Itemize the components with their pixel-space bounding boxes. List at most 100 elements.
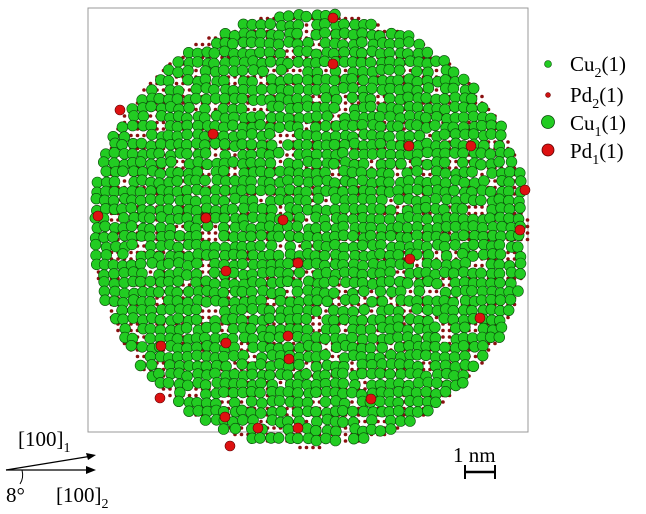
atom-pd2 [330, 172, 335, 177]
atom-pd2 [278, 159, 283, 164]
atom-cu1 [320, 221, 332, 233]
atom-cu1 [291, 220, 303, 233]
atom-cu1 [376, 358, 388, 370]
atom-cu1 [291, 285, 304, 298]
atom-cu1 [448, 351, 461, 363]
atom-cu1 [126, 119, 139, 132]
atom-pd2 [285, 133, 289, 138]
atom-pd2 [363, 380, 367, 385]
atom-cu1 [441, 193, 453, 206]
atom-cu1 [318, 250, 331, 262]
atom-cu1 [393, 64, 406, 77]
atom-cu1 [422, 304, 434, 316]
atom-cu1 [411, 165, 423, 177]
atom-pd2 [285, 153, 289, 157]
atom-pd2 [311, 315, 315, 320]
atom-pd2 [395, 270, 400, 274]
atom-pd2 [473, 328, 478, 333]
atom-pd2 [304, 29, 309, 34]
atom-pd2 [473, 205, 478, 209]
atom-cu1 [484, 148, 496, 160]
atom-cu1 [236, 64, 249, 77]
atom-cu1 [421, 213, 433, 225]
atom-cu1 [227, 156, 239, 168]
atom-pd2 [317, 315, 322, 320]
atom-pd2 [506, 140, 510, 144]
atom-pd2 [168, 393, 172, 398]
atom-pd2 [311, 322, 315, 326]
atom-cu1 [348, 293, 360, 306]
atom-cu1 [347, 230, 359, 242]
atom-cu1 [126, 238, 138, 251]
atom-cu1 [135, 156, 147, 168]
atom-pd2 [161, 387, 166, 391]
atom-pd2 [473, 263, 478, 268]
atom-pd2 [278, 244, 283, 248]
atom-cu1 [245, 138, 258, 151]
atom-cu1 [137, 110, 150, 122]
atom-cu1 [163, 193, 175, 206]
atom-cu1 [320, 266, 333, 279]
atom-cu1 [282, 257, 294, 270]
atom-cu1 [422, 185, 434, 197]
atom-pd2 [187, 88, 192, 92]
atom-pd2 [116, 328, 120, 333]
atom-cu1 [302, 74, 314, 86]
atom-cu1 [346, 91, 358, 104]
atom-pd2 [324, 309, 328, 313]
atom-cu1 [263, 46, 276, 59]
atom-cu1 [366, 167, 378, 180]
atom-cu1 [191, 257, 203, 270]
atom-cu1 [200, 239, 212, 252]
atom-pd2 [395, 426, 400, 430]
atom-cu1 [229, 192, 241, 205]
atom-pd2 [428, 133, 432, 138]
atom-cu1 [162, 377, 175, 389]
atom-cu1 [438, 55, 450, 67]
atom-cu1 [494, 277, 506, 289]
atom-cu1 [182, 74, 194, 86]
atom-pd2 [317, 445, 322, 450]
atom-cu1 [449, 91, 461, 104]
atom-pd2 [454, 159, 458, 164]
atom-cu1 [320, 92, 332, 104]
atom-cu1 [255, 229, 267, 242]
atom-cu1 [144, 275, 157, 288]
atom-cu1 [403, 340, 415, 352]
atom-cu1 [457, 229, 470, 242]
atom-cu1 [421, 46, 434, 59]
atom-cu1 [337, 367, 349, 380]
atom-cu1 [374, 367, 386, 379]
atom-cu1 [411, 303, 423, 315]
atom-cu1 [108, 175, 121, 188]
atom-cu1 [227, 119, 239, 132]
atom-cu1 [146, 128, 158, 141]
atom-cu1 [358, 285, 370, 297]
atom-pd2 [317, 94, 322, 99]
atom-pd2 [278, 133, 283, 138]
atom-cu1 [154, 314, 167, 326]
atom-cu1 [429, 321, 441, 333]
atom-cu1 [227, 323, 240, 335]
atom-cu1 [328, 314, 340, 326]
atom-cu1 [163, 257, 175, 270]
atom-cu1 [312, 192, 325, 205]
atom-cu1 [311, 294, 323, 306]
atom-pd2 [369, 159, 374, 164]
atom-pd2 [434, 250, 439, 255]
atom-cu1 [190, 314, 203, 326]
atom-cu1 [190, 303, 202, 316]
atom-cu1 [439, 156, 451, 169]
atom-cu1 [475, 267, 487, 279]
atom-cu1 [144, 212, 156, 224]
atom-cu1 [172, 66, 184, 79]
atom-cu1 [384, 82, 396, 95]
atom-cu1 [146, 359, 158, 371]
atom-cu1 [163, 64, 175, 76]
atom-cu1 [310, 110, 323, 123]
atom-pd2 [239, 432, 244, 437]
atom-pd2 [272, 302, 276, 307]
atom-cu1 [200, 296, 213, 308]
atom-cu1 [321, 110, 333, 122]
atom-pd2 [376, 94, 380, 99]
